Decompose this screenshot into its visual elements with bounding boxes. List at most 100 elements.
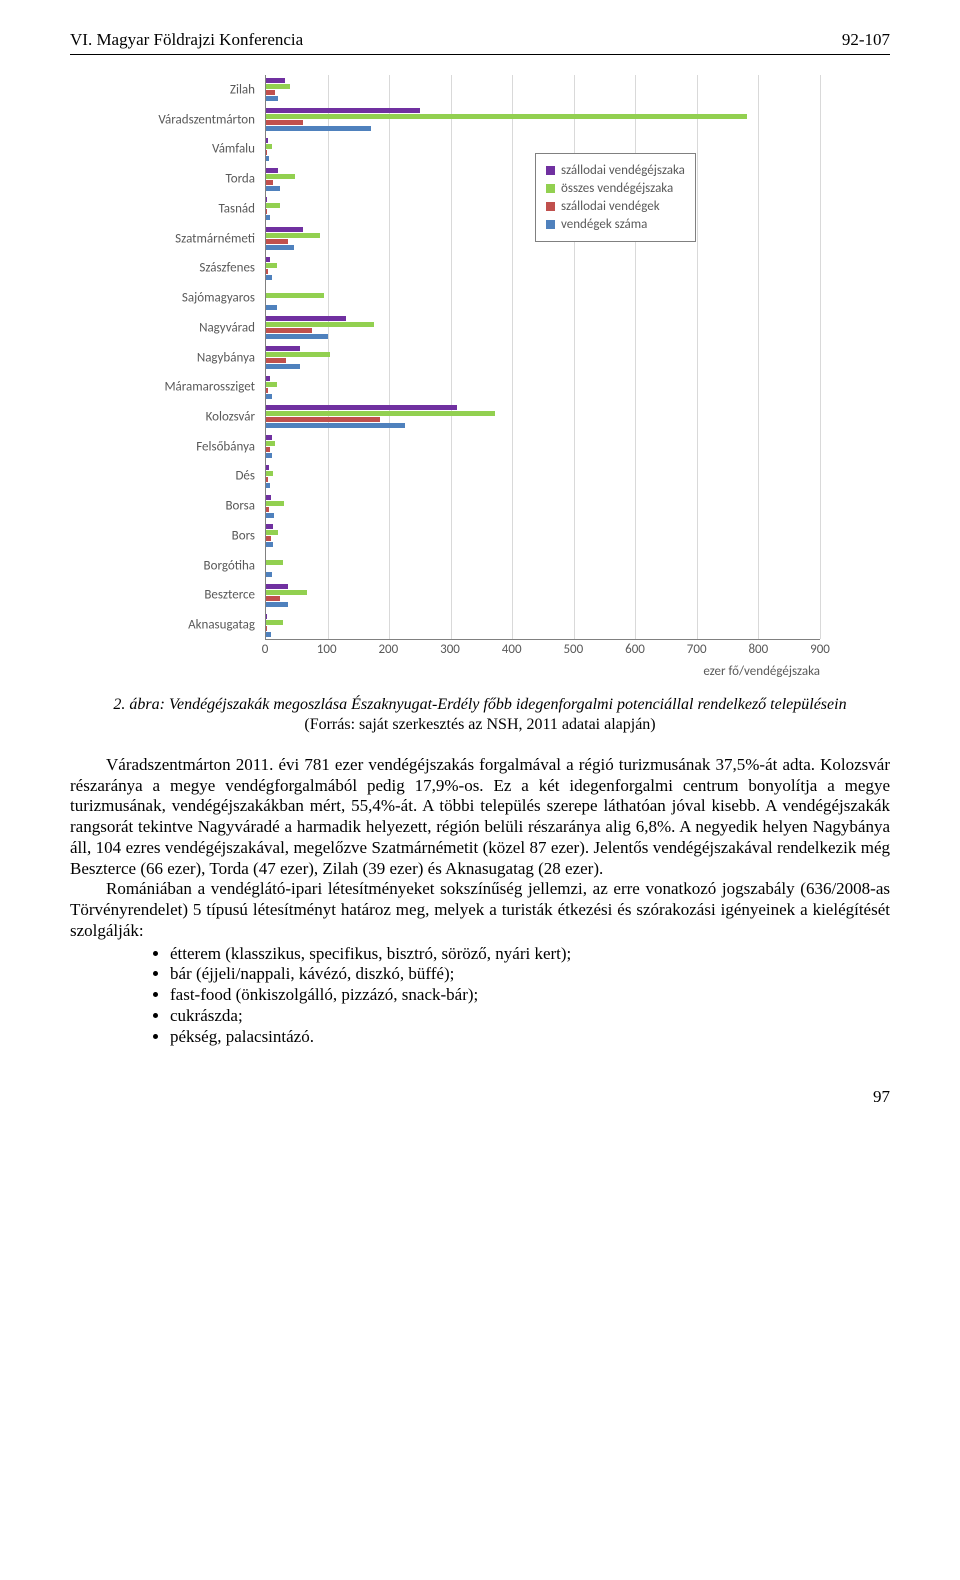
y-tick-label: Beszterce — [204, 588, 255, 603]
bar — [266, 108, 420, 113]
bar — [266, 483, 270, 488]
legend-label: szállodai vendégek — [561, 199, 660, 214]
legend-swatch — [546, 220, 555, 229]
chart-legend: szállodai vendégéjszaka összes vendégéjsz… — [535, 153, 696, 242]
y-tick-label: Szatmárnémeti — [175, 231, 255, 246]
bar — [266, 376, 270, 381]
header-left: VI. Magyar Földrajzi Konferencia — [70, 30, 303, 50]
bar — [266, 417, 380, 422]
legend-swatch — [546, 184, 555, 193]
x-tick-label: 0 — [262, 642, 269, 657]
legend-swatch — [546, 166, 555, 175]
bar — [266, 150, 267, 155]
legend-label: vendégek száma — [561, 217, 647, 232]
bar — [266, 352, 330, 357]
y-tick-label: Torda — [226, 172, 255, 187]
x-tick-label: 600 — [625, 642, 645, 657]
header-rule — [70, 54, 890, 55]
list-item: fast-food (önkiszolgálló, pizzázó, snack… — [170, 985, 890, 1006]
bar — [266, 632, 271, 637]
bar — [266, 471, 273, 476]
figure-caption: 2. ábra: Vendégéjszakák megoszlása Észak… — [70, 695, 890, 735]
y-tick-label: Borgótiha — [204, 558, 255, 573]
bar — [266, 245, 294, 250]
bar — [266, 263, 277, 268]
bar — [266, 346, 300, 351]
bar — [266, 293, 324, 298]
bar — [266, 382, 277, 387]
bar — [266, 584, 288, 589]
bar — [266, 275, 272, 280]
bar — [266, 156, 269, 161]
y-tick-label: Zilah — [230, 82, 255, 97]
y-tick-label: Váradszentmárton — [158, 112, 255, 127]
bar — [266, 126, 371, 131]
bar — [266, 114, 747, 119]
bar — [266, 453, 272, 458]
x-tick-label: 100 — [317, 642, 337, 657]
bar — [266, 227, 303, 232]
x-tick-label: 800 — [748, 642, 768, 657]
x-tick-label: 400 — [502, 642, 522, 657]
x-tick-label: 200 — [378, 642, 398, 657]
bar — [266, 144, 272, 149]
legend-item: vendégek száma — [546, 217, 685, 232]
bar — [266, 524, 273, 529]
bar — [266, 257, 270, 262]
list-item: cukrászda; — [170, 1006, 890, 1027]
bar — [266, 495, 271, 500]
page-number: 97 — [70, 1087, 890, 1107]
bar — [266, 168, 278, 173]
bar — [266, 572, 272, 577]
y-tick-label: Aknasugatag — [188, 618, 255, 633]
bar — [266, 322, 374, 327]
bar — [266, 507, 269, 512]
bar — [266, 90, 275, 95]
legend-item: szállodai vendégéjszaka — [546, 163, 685, 178]
page-header: VI. Magyar Földrajzi Konferencia 92-107 — [70, 30, 890, 50]
caption-line1: 2. ábra: Vendégéjszakák megoszlása Észak… — [113, 696, 846, 713]
x-axis-title: ezer fő/vendégéjszaka — [703, 664, 820, 679]
bar — [266, 435, 272, 440]
legend-label: összes vendégéjszaka — [561, 181, 673, 196]
caption-line2: (Forrás: saját szerkesztés az NSH, 2011 … — [304, 716, 655, 733]
x-tick-label: 700 — [687, 642, 707, 657]
list-item: étterem (klasszikus, specifikus, bisztró… — [170, 944, 890, 965]
y-tick-label: Kolozsvár — [206, 409, 255, 424]
x-tick-label: 900 — [810, 642, 830, 657]
bar — [266, 501, 284, 506]
bar — [266, 626, 267, 631]
bar — [266, 269, 268, 274]
bar — [266, 233, 320, 238]
bar — [266, 180, 273, 185]
bar — [266, 209, 267, 214]
y-tick-label: Vámfalu — [212, 142, 255, 157]
header-right: 92-107 — [842, 30, 890, 50]
bar — [266, 447, 270, 452]
bar — [266, 358, 286, 363]
bar — [266, 620, 283, 625]
bar — [266, 215, 270, 220]
bar — [266, 614, 267, 619]
bar — [266, 197, 267, 202]
bar — [266, 530, 278, 535]
bar — [266, 305, 277, 310]
bar — [266, 364, 300, 369]
bar — [266, 411, 495, 416]
bar — [266, 513, 274, 518]
y-tick-label: Felsőbánya — [196, 439, 255, 454]
y-tick-label: Borsa — [225, 499, 255, 514]
y-tick-label: Sajómagyaros — [182, 291, 255, 306]
bar — [266, 84, 290, 89]
bar — [266, 388, 268, 393]
paragraph-1: Váradszentmárton 2011. évi 781 ezer vend… — [70, 755, 890, 879]
bar — [266, 596, 280, 601]
list-item: bár (éjjeli/nappali, kávézó, diszkó, büf… — [170, 964, 890, 985]
bar — [266, 138, 268, 143]
legend-item: összes vendégéjszaka — [546, 181, 685, 196]
bar — [266, 441, 275, 446]
bar — [266, 477, 268, 482]
bar — [266, 328, 312, 333]
y-tick-label: Dés — [235, 469, 255, 484]
paragraph-2: Romániában a vendéglátó-ipari létesítmén… — [70, 879, 890, 941]
